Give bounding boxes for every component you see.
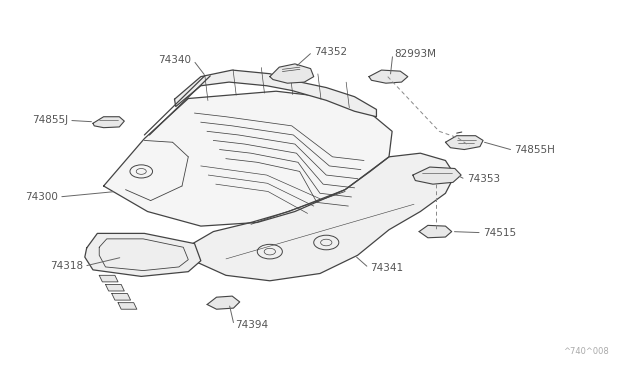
Text: 74353: 74353 xyxy=(467,174,500,185)
Text: 74352: 74352 xyxy=(314,47,347,57)
Polygon shape xyxy=(413,167,461,184)
Polygon shape xyxy=(99,275,118,282)
Text: 74855H: 74855H xyxy=(515,145,556,155)
Polygon shape xyxy=(175,70,376,117)
Polygon shape xyxy=(191,153,455,281)
Polygon shape xyxy=(445,136,483,150)
Polygon shape xyxy=(419,225,452,238)
Text: 74515: 74515 xyxy=(483,228,516,238)
Polygon shape xyxy=(369,70,408,83)
Text: 74340: 74340 xyxy=(159,55,191,65)
Text: 82993M: 82993M xyxy=(394,49,436,59)
Text: 74318: 74318 xyxy=(50,261,83,271)
Text: 74855J: 74855J xyxy=(32,115,68,125)
Polygon shape xyxy=(270,64,314,83)
Polygon shape xyxy=(93,117,124,128)
Polygon shape xyxy=(112,294,131,300)
Text: 74394: 74394 xyxy=(236,320,268,330)
Polygon shape xyxy=(106,285,124,291)
Polygon shape xyxy=(118,303,137,309)
Polygon shape xyxy=(207,296,240,309)
Text: 74300: 74300 xyxy=(25,192,58,202)
Text: 74341: 74341 xyxy=(370,263,403,273)
Text: ^740^008: ^740^008 xyxy=(563,347,609,356)
Polygon shape xyxy=(104,91,392,226)
Polygon shape xyxy=(85,233,201,276)
